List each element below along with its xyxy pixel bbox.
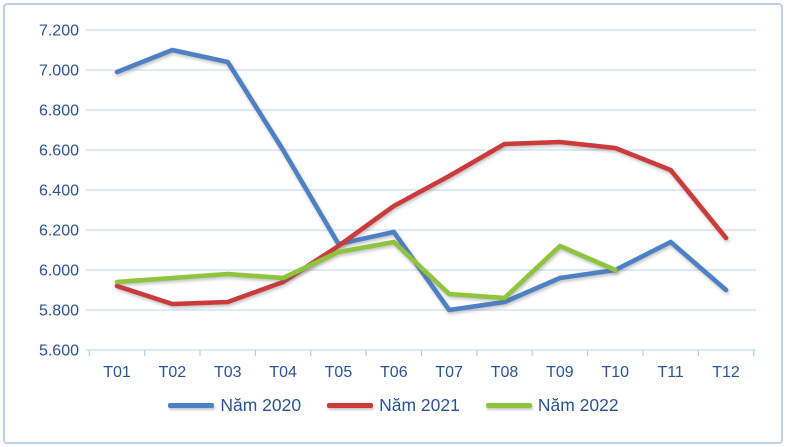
legend-label: Năm 2022 [537,395,619,415]
x-axis-tick-label: T08 [491,364,519,381]
legend-item: Năm 2022 [485,395,619,416]
legend-item: Năm 2021 [327,395,460,416]
x-axis-tick-label: T07 [435,364,463,381]
x-axis-tick-label: T05 [325,364,353,381]
y-axis-tick-label: 6.600 [39,143,79,160]
legend-swatch [485,403,532,408]
y-axis-tick-label: 6.000 [39,263,79,280]
legend-swatch [168,403,215,408]
x-axis-tick-label: T11 [657,364,683,381]
legend-item: Năm 2020 [168,395,301,416]
x-axis-tick-label: T06 [380,364,408,381]
legend-label: Năm 2021 [379,395,460,415]
x-axis-tick-label: T03 [214,364,242,381]
y-axis-tick-label: 6.200 [39,223,79,240]
x-axis-tick-label: T10 [601,364,629,381]
y-axis-tick-label: 6.800 [39,103,79,120]
series-line-2 [114,139,729,307]
series-line-3 [114,239,618,301]
x-axis-tick-label: T12 [712,364,740,381]
y-axis-tick-label: 7.000 [39,63,79,80]
x-axis-tick-label: T02 [159,364,187,381]
x-axis-tick-label: T04 [269,364,297,381]
y-axis-tick-label: 5.800 [39,303,79,320]
legend-swatch [327,403,374,408]
chart-legend: Năm 2020 Năm 2021 Năm 2022 [0,395,787,416]
y-axis-tick-label: 6.400 [39,183,79,200]
x-axis-tick-label: T01 [103,364,131,381]
y-axis-tick-label: 5.600 [39,343,79,360]
x-axis-tick-label: T09 [546,364,574,381]
legend-label: Năm 2020 [220,395,302,415]
y-axis-tick-label: 7.200 [39,23,79,40]
